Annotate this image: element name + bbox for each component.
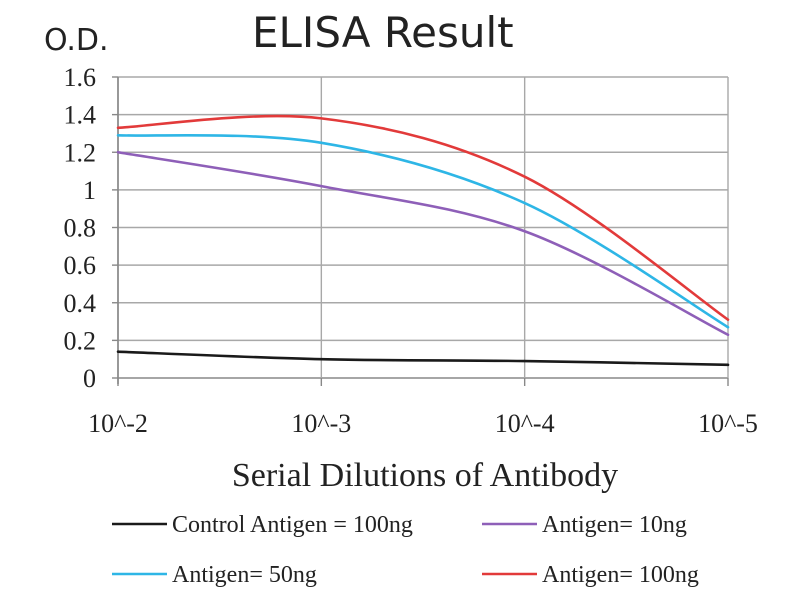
legend-label-control-antigen-100ng: Control Antigen = 100ng [172, 512, 413, 538]
series-line-control-antigen-100ng [116, 350, 730, 367]
grid [112, 76, 729, 386]
series-line-antigen-10ng [116, 150, 730, 337]
y-tick-label: 0.2 [64, 326, 97, 355]
x-axis-label: Serial Dilutions of Antibody [232, 457, 618, 494]
legend-label-antigen-10ng: Antigen= 10ng [542, 512, 687, 538]
y-tick-labels: 0 0.2 0.4 0.6 0.8 1 1.2 1.4 1.6 [64, 63, 97, 393]
legend: Control Antigen = 100ng Antigen= 10ng Anti… [112, 512, 699, 588]
y-tick-label: 0.8 [64, 214, 97, 243]
x-tick-label: 10^-2 [88, 409, 148, 438]
series-line-antigen-50ng [116, 133, 730, 329]
x-tick-label: 10^-5 [698, 409, 758, 438]
series-lines [116, 114, 730, 367]
legend-label-antigen-50ng: Antigen= 50ng [172, 562, 317, 588]
y-tick-label: 1.2 [64, 138, 97, 167]
y-tick-label: 1 [83, 176, 96, 205]
y-tick-label: 1.6 [64, 63, 97, 92]
y-tick-label: 0.6 [64, 251, 97, 280]
y-tick-label: 0.4 [64, 289, 97, 318]
y-tick-label: 0 [83, 364, 96, 393]
y-tick-label: 1.4 [64, 101, 97, 130]
x-tick-labels: 10^-2 10^-3 10^-4 10^-5 [88, 409, 758, 438]
x-tick-label: 10^-3 [291, 409, 351, 438]
legend-label-antigen-100ng: Antigen= 100ng [542, 562, 699, 588]
x-tick-label: 10^-4 [495, 409, 555, 438]
series-line-antigen-100ng [116, 114, 730, 321]
chart-title: ELISA Result [252, 8, 514, 57]
y-axis-label: O.D. [44, 23, 109, 58]
